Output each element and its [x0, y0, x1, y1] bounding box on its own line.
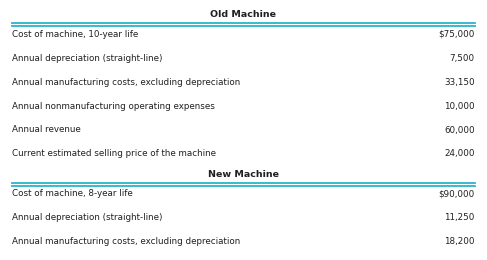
- Text: 18,200: 18,200: [444, 237, 475, 246]
- Text: 7,500: 7,500: [450, 54, 475, 63]
- Text: Cost of machine, 10-year life: Cost of machine, 10-year life: [12, 30, 138, 39]
- Text: Current estimated selling price of the machine: Current estimated selling price of the m…: [12, 150, 216, 158]
- Text: Annual depreciation (straight-line): Annual depreciation (straight-line): [12, 54, 163, 63]
- Text: New Machine: New Machine: [208, 170, 279, 179]
- Text: $75,000: $75,000: [438, 30, 475, 39]
- Text: 10,000: 10,000: [444, 102, 475, 110]
- Text: Annual manufacturing costs, excluding depreciation: Annual manufacturing costs, excluding de…: [12, 237, 241, 246]
- Text: Annual depreciation (straight-line): Annual depreciation (straight-line): [12, 213, 163, 222]
- Text: 24,000: 24,000: [444, 150, 475, 158]
- Text: 33,150: 33,150: [444, 78, 475, 87]
- Text: Annual nonmanufacturing operating expenses: Annual nonmanufacturing operating expens…: [12, 102, 215, 110]
- Text: Old Machine: Old Machine: [210, 10, 277, 19]
- Text: $90,000: $90,000: [439, 190, 475, 198]
- Text: Annual manufacturing costs, excluding depreciation: Annual manufacturing costs, excluding de…: [12, 78, 241, 87]
- Text: 60,000: 60,000: [444, 126, 475, 134]
- Text: Cost of machine, 8-year life: Cost of machine, 8-year life: [12, 190, 133, 198]
- Text: Annual revenue: Annual revenue: [12, 126, 81, 134]
- Text: 11,250: 11,250: [445, 213, 475, 222]
